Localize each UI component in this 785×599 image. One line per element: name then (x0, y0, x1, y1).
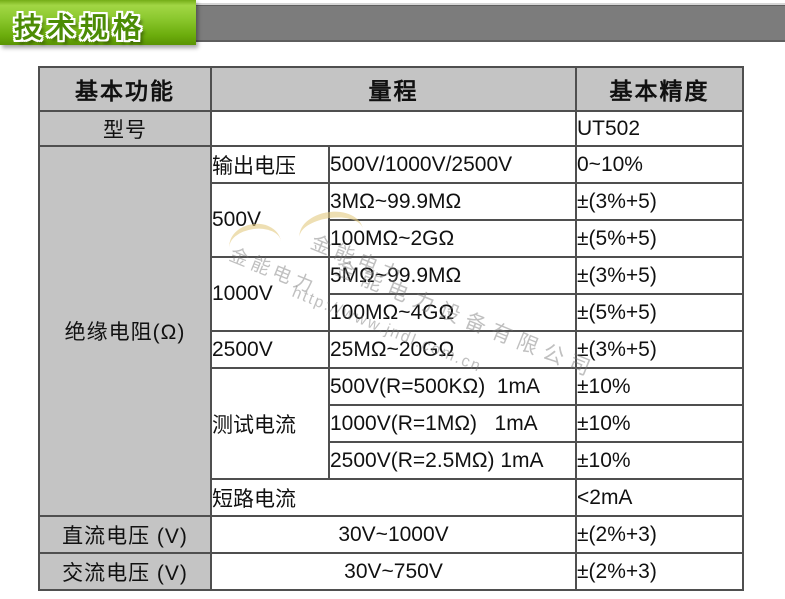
cell-range: 5MΩ~99.9MΩ (328, 256, 577, 295)
spec-table: 基本功能 量程 基本精度 型号 UT502 绝缘电阻(Ω) 输出电压 500V/… (38, 66, 744, 591)
table-row: 1000V 5MΩ~99.9MΩ ±(3%+5) (39, 256, 744, 332)
table-row: 100MΩ~2GΩ ±(5%+5) (39, 219, 744, 258)
cell-sub: 测试电流 (210, 367, 330, 480)
cell-range: 30V~1000V (210, 515, 577, 554)
cell-accuracy: ±(5%+5) (575, 219, 744, 258)
header-basic-accuracy: 基本精度 (575, 66, 744, 112)
table-row: 交流电压 (V) 30V~750V ±(2%+3) (38, 552, 744, 591)
table-row: 500V 3MΩ~99.9MΩ ±(3%+5) (39, 182, 744, 258)
table-row: 100MΩ~4GΩ ±(5%+5) (39, 293, 744, 332)
cell-accuracy: 0~10% (575, 145, 744, 184)
banner-gray-bar (152, 6, 785, 40)
cell-range: 3MΩ~99.9MΩ (328, 182, 577, 221)
cell-accuracy: ±10% (575, 441, 744, 480)
cell-sub: 500V (210, 182, 330, 258)
header-row: 基本功能 量程 基本精度 (38, 66, 744, 112)
banner-green-ribbon (0, 0, 196, 45)
model-label: 型号 (38, 110, 212, 147)
page-title: 技术规格 (14, 12, 147, 43)
cell-accuracy: ±(2%+3) (575, 552, 744, 591)
table-row: 短路电流 <2mA (39, 478, 744, 517)
cell-accuracy: ±(2%+3) (575, 515, 744, 554)
cell-accuracy: ±(5%+5) (575, 293, 744, 332)
cell-range: 100MΩ~4GΩ (328, 293, 577, 332)
cell-accuracy: ±10% (575, 404, 744, 443)
cell-sub: 2500V (210, 330, 330, 369)
cell-accuracy: ±10% (575, 367, 744, 406)
cell-range: 500V/1000V/2500V (328, 145, 577, 184)
model-value: UT502 (575, 110, 744, 147)
cell-accuracy: ±(3%+5) (575, 330, 744, 369)
cell-range: 500V(R=500KΩ) 1mA (328, 367, 577, 406)
cell-accuracy: ±(3%+5) (575, 182, 744, 221)
cell-range: 1000V(R=1MΩ) 1mA (328, 404, 577, 443)
table-row: 1000V(R=1MΩ) 1mA ±10% (39, 404, 744, 443)
banner-highlight-line (190, 3, 785, 6)
header-basic-function: 基本功能 (38, 66, 212, 112)
model-range-empty (210, 110, 577, 147)
insulation-resistance-label: 绝缘电阻(Ω) (38, 145, 212, 517)
model-row: 型号 UT502 (38, 110, 744, 147)
dc-voltage-label: 直流电压 (V) (38, 515, 212, 554)
table-row: 测试电流 500V(R=500KΩ) 1mA ±10% (39, 367, 744, 480)
table-row: 绝缘电阻(Ω) 输出电压 500V/1000V/2500V 0~10% (38, 145, 744, 517)
cell-sub: 1000V (210, 256, 330, 332)
cell-sub: 输出电压 (210, 145, 330, 184)
short-circuit-current-label: 短路电流 (210, 478, 577, 517)
title-banner: 技术规格 (0, 0, 785, 48)
cell-accuracy: ±(3%+5) (575, 256, 744, 295)
cell-range: 2500V(R=2.5MΩ) 1mA (328, 441, 577, 480)
cell-range: 25MΩ~20GΩ (328, 330, 577, 369)
cell-range: 100MΩ~2GΩ (328, 219, 577, 258)
header-range: 量程 (210, 66, 577, 112)
ac-voltage-label: 交流电压 (V) (38, 552, 212, 591)
table-row: 直流电压 (V) 30V~1000V ±(2%+3) (38, 515, 744, 554)
table-row: 2500V 25MΩ~20GΩ ±(3%+5) (39, 330, 744, 369)
cell-range: 30V~750V (210, 552, 577, 591)
cell-accuracy: <2mA (575, 478, 744, 517)
table-row: 2500V(R=2.5MΩ) 1mA ±10% (39, 441, 744, 480)
